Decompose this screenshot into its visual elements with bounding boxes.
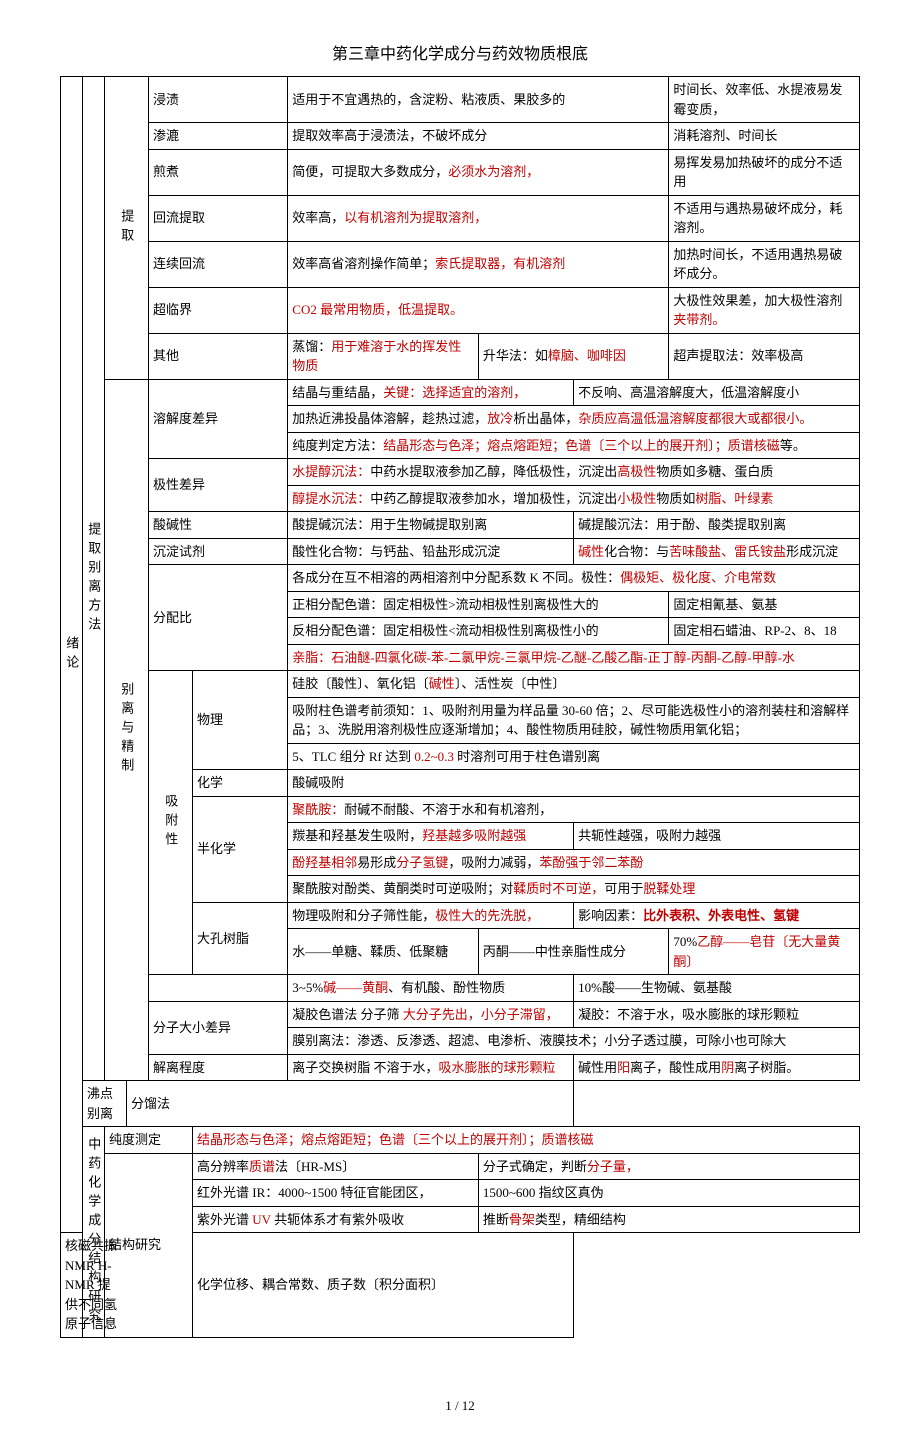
cell: 聚酰胺对酚类、黄酮类时可逆吸附；对鞣质时不可逆，可用于脱鞣处理: [288, 876, 860, 903]
cell: 凝胶：不溶于水，吸水膨胀的球形颗粒: [574, 1001, 860, 1028]
cell: 70%乙醇——皂苷〔无大量黄酮〕: [669, 929, 860, 975]
m-jixing: 极性差异: [149, 459, 288, 512]
cell: 大极性效果差，加大极性溶剂夹带剂。: [669, 287, 860, 333]
cell: 分馏法: [127, 1081, 574, 1127]
cell: 酚羟基相邻易形成分子氢键，吸附力减弱，苯酚强于邻二苯酚: [288, 849, 860, 876]
cell: 加热近沸投晶体溶解，趁热过滤，放冷析出晶体，杂质应高温低温溶解度都很大或都很小。: [288, 406, 860, 433]
cell: 膜别离法：渗透、反渗透、超滤、电渗析、液膜技术；小分子透过膜，可除小也可除大: [288, 1028, 860, 1055]
col-l4: 吸附性: [149, 671, 193, 975]
page-footer: 1 / 12: [60, 1398, 860, 1414]
page-title: 第三章中药化学成分与药效物质根底: [60, 40, 860, 64]
cell: 羰基和羟基发生吸附，羟基越多吸附越强: [288, 823, 574, 850]
cell: 物理吸附和分子筛性能，极性大的先洗脱，: [288, 902, 574, 929]
cell: 亲脂：石油醚-四氯化碳-苯-二氯甲烷-三氯甲烷-乙醚-乙酸乙酯-正丁醇-丙酮-乙…: [288, 644, 860, 671]
cell: 消耗溶剂、时间长: [669, 123, 860, 150]
cell: 5、TLC 组分 Rf 达到 0.2~0.3 时溶剂可用于柱色谱别离: [288, 743, 860, 770]
cell: 纯度判定方法：结晶形态与色泽；熔点熔距短；色谱〔三个以上的展开剂〕；质谱核磁等。: [288, 432, 860, 459]
cell: 影响因素：比外表积、外表电性、氢键: [574, 902, 860, 929]
cell: 化学位移、耦合常数、质子数〔积分面积〕: [193, 1233, 574, 1338]
cell: 10%酸——生物碱、氨基酸: [574, 975, 860, 1002]
cell: 固定相氰基、氨基: [669, 591, 860, 618]
cell: 正相分配色谱：固定相极性>流动相极性别离极性大的: [288, 591, 669, 618]
cell: 分子式确定，判断分子量，: [478, 1153, 859, 1180]
cell: 碱性化合物：与苦味酸盐、雷氏铵盐形成沉淀: [574, 538, 860, 565]
col-l3b: 别离与精制: [105, 379, 149, 1081]
cell: 效率高省溶剂操作简单；索氏提取器，有机溶剂: [288, 241, 669, 287]
main-table: 绪论 提取别离方法 提取 浸渍 适用于不宜遇热的，含淀粉、粘液质、果胶多的 时间…: [60, 76, 860, 1338]
m-huaxue: 化学: [193, 770, 288, 797]
cell: 水提醇沉法：中药水提取液参加乙醇，降低极性，沉淀出高极性物质如多糖、蛋白质: [288, 459, 860, 486]
cell: 酸性化合物：与钙盐、铅盐形成沉淀: [288, 538, 574, 565]
cell: 核磁共振 NMR H-NMR 提供不同氢原子信息: [61, 1233, 127, 1338]
cell-sub: [149, 975, 288, 1002]
cell: 凝胶色谱法 分子筛 大分子先出，小分子滞留，: [288, 1001, 574, 1028]
cell: 酸碱吸附: [288, 770, 860, 797]
cell: 结晶与重结晶，关键：选择适宜的溶剂，: [288, 379, 574, 406]
cell: 硅胶〔酸性〕、氧化铝〔碱性〕、活性炭〔中性〕: [288, 671, 860, 698]
m-fenzi: 分子大小差异: [149, 1001, 288, 1054]
cell: 反相分配色谱：固定相极性<流动相极性别离极性小的: [288, 618, 669, 645]
cell: 紫外光谱 UV 共轭体系才有紫外吸收: [193, 1206, 479, 1233]
cell: 结晶形态与色泽；熔点熔距短；色谱〔三个以上的展开剂〕；质谱核磁: [193, 1127, 860, 1154]
cell: 高分辨率质谱法〔HR-MS〕: [193, 1153, 479, 1180]
cell: 推断骨架类型，精细结构: [478, 1206, 859, 1233]
m-wuli: 物理: [193, 671, 288, 770]
cell: 碱提酸沉法：用于酚、酸类提取别离: [574, 512, 860, 539]
m-qita: 其他: [149, 333, 288, 379]
cell: 升华法：如樟脑、咖啡因: [478, 333, 669, 379]
cell: CO2 最常用物质，低温提取。: [288, 287, 669, 333]
m-chaolin: 超临界: [149, 287, 288, 333]
m-feidian: 沸点别离: [83, 1081, 127, 1127]
m-jianzhu: 煎煮: [149, 149, 288, 195]
m-banhua: 半化学: [193, 796, 288, 902]
m-jinzi: 浸渍: [149, 77, 288, 123]
cell: 聚酰胺：耐碱不耐酸、不溶于水和有机溶剂，: [288, 796, 860, 823]
cell: 酸提碱沉法：用于生物碱提取别离: [288, 512, 574, 539]
cell: 固定相石蜡油、RP-2、8、18: [669, 618, 860, 645]
m-dakong: 大孔树脂: [193, 902, 288, 975]
cell: 超声提取法：效率极高: [669, 333, 860, 379]
cell: 红外光谱 IR：4000~1500 特征官能团区，: [193, 1180, 479, 1207]
cell: 3~5%碱——黄酮、有机酸、酚性物质: [288, 975, 574, 1002]
m-huiliu: 回流提取: [149, 195, 288, 241]
cell: 不反响、高温溶解度大，低温溶解度小: [574, 379, 860, 406]
cell: 醇提水沉法：中药乙醇提取液参加水，增加极性，沉淀出小极性物质如树脂、叶绿素: [288, 485, 860, 512]
cell: 加热时间长，不适用遇热易破坏成分。: [669, 241, 860, 287]
m-rjd: 溶解度差异: [149, 379, 288, 459]
cell: 丙酮——中性亲脂性成分: [478, 929, 669, 975]
cell: 水——单糖、鞣质、低聚糖: [288, 929, 479, 975]
cell: 碱性用阳离子，酸性成用阴离子树脂。: [574, 1054, 860, 1081]
col-l2a: 提取别离方法: [83, 77, 105, 1081]
cell: 效率高，以有机溶剂为提取溶剂，: [288, 195, 669, 241]
m-fenpei: 分配比: [149, 565, 288, 671]
m-jieli: 解离程度: [149, 1054, 288, 1081]
cell: 不适用与遇热易破坏成分，耗溶剂。: [669, 195, 860, 241]
col-l1: 绪论: [61, 77, 83, 1233]
m-chendian: 沉淀试剂: [149, 538, 288, 565]
m-chundu: 纯度测定: [105, 1127, 193, 1154]
cell: 离子交换树脂 不溶于水，吸水膨胀的球形颗粒: [288, 1054, 574, 1081]
cell: 1500~600 指纹区真伪: [478, 1180, 859, 1207]
cell: 共轭性越强，吸附力越强: [574, 823, 860, 850]
m-lianxu: 连续回流: [149, 241, 288, 287]
cell: 各成分在互不相溶的两相溶剂中分配系数 K 不同。极性：偶极矩、极化度、介电常数: [288, 565, 860, 592]
cell: 蒸馏：用于难溶于水的挥发性物质: [288, 333, 479, 379]
cell: 简便，可提取大多数成分，必须水为溶剂，: [288, 149, 669, 195]
cell: 提取效率高于浸渍法，不破坏成分: [288, 123, 669, 150]
col-l3a: 提取: [105, 77, 149, 380]
cell: 时间长、效率低、水提液易发霉变质，: [669, 77, 860, 123]
m-shenlu: 渗漉: [149, 123, 288, 150]
cell: 吸附柱色谱考前须知：1、吸附剂用量为样品量 30-60 倍；2、尽可能选极性小的…: [288, 697, 860, 743]
m-suanjian: 酸碱性: [149, 512, 288, 539]
cell: 适用于不宜遇热的，含淀粉、粘液质、果胶多的: [288, 77, 669, 123]
cell: 易挥发易加热破坏的成分不适用: [669, 149, 860, 195]
